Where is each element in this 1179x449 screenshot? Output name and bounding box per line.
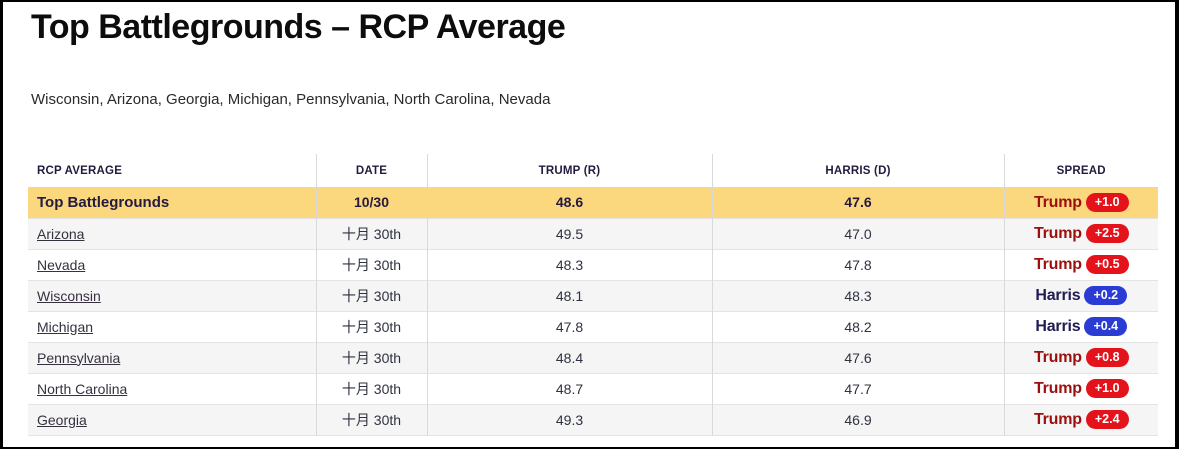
column-header-harris: HARRIS (D) <box>711 154 1004 187</box>
table-row-nevada: Nevada 十月 30th 48.3 47.8 Trump +0.5 <box>28 249 1158 280</box>
date-cell: 十月 30th <box>315 218 427 249</box>
spread-badge: +0.5 <box>1085 255 1129 274</box>
spread-badge: +1.0 <box>1085 192 1129 212</box>
spread-leader: Trump <box>1033 193 1082 211</box>
trump-value: 49.5 <box>426 218 712 249</box>
spread-leader: Trump <box>1033 411 1082 428</box>
state-link[interactable]: North Carolina <box>37 380 128 397</box>
spread-leader: Trump <box>1033 256 1082 273</box>
spread-leader: Trump <box>1033 225 1082 242</box>
spread-badge: +0.2 <box>1084 286 1128 305</box>
harris-value: 46.9 <box>711 404 1004 435</box>
date-cell: 十月 30th <box>315 373 427 404</box>
column-header-trump: TRUMP (R) <box>426 154 712 187</box>
spread-leader: Harris <box>1035 287 1081 304</box>
polling-average-table: RCP AVERAGE DATE TRUMP (R) HARRIS (D) SP… <box>28 154 1158 436</box>
state-link[interactable]: Wisconsin <box>37 287 101 304</box>
spread-leader: Trump <box>1033 349 1082 366</box>
date-cell: 十月 30th <box>315 249 427 280</box>
spread-badge: +1.0 <box>1085 379 1129 398</box>
harris-value: 47.6 <box>711 187 1004 218</box>
trump-value: 47.8 <box>426 311 712 342</box>
date-cell: 10/30 <box>315 187 427 218</box>
table-header-row: RCP AVERAGE DATE TRUMP (R) HARRIS (D) SP… <box>28 154 1158 187</box>
spread-leader: Harris <box>1035 318 1081 335</box>
state-link[interactable]: Michigan <box>37 318 94 335</box>
date-cell: 十月 30th <box>315 404 427 435</box>
state-link[interactable]: Nevada <box>37 256 86 273</box>
spread-cell: Harris +0.4 <box>1003 311 1158 342</box>
column-header-rcp-average: RCP AVERAGE <box>28 154 316 187</box>
table-row-georgia: Georgia 十月 30th 49.3 46.9 Trump +2.4 <box>28 404 1158 435</box>
page-subtitle: Wisconsin, Arizona, Georgia, Michigan, P… <box>31 91 551 108</box>
table-row-michigan: Michigan 十月 30th 47.8 48.2 Harris +0.4 <box>28 311 1158 342</box>
table-row-top-battlegrounds: Top Battlegrounds 10/30 48.6 47.6 Trump +… <box>28 187 1158 218</box>
date-cell: 十月 30th <box>315 311 427 342</box>
trump-value: 48.7 <box>426 373 712 404</box>
spread-badge: +0.8 <box>1085 348 1129 367</box>
state-link[interactable]: Georgia <box>37 411 87 428</box>
page-title: Top Battlegrounds – RCP Average <box>31 8 566 46</box>
row-label: Top Battlegrounds <box>37 193 170 211</box>
table-row-north-carolina: North Carolina 十月 30th 48.7 47.7 Trump +1… <box>28 373 1158 404</box>
spread-leader: Trump <box>1033 380 1082 397</box>
spread-cell: Trump +2.4 <box>1003 404 1158 435</box>
trump-value: 48.3 <box>426 249 712 280</box>
column-header-spread: SPREAD <box>1003 154 1158 187</box>
harris-value: 48.3 <box>711 280 1004 311</box>
spread-badge: +2.4 <box>1085 410 1129 429</box>
harris-value: 47.8 <box>711 249 1004 280</box>
spread-cell: Trump +0.5 <box>1003 249 1158 280</box>
trump-value: 49.3 <box>426 404 712 435</box>
trump-value: 48.1 <box>426 280 712 311</box>
state-link[interactable]: Arizona <box>37 225 85 242</box>
harris-value: 47.7 <box>711 373 1004 404</box>
spread-badge: +0.4 <box>1084 317 1128 336</box>
harris-value: 48.2 <box>711 311 1004 342</box>
trump-value: 48.6 <box>426 187 712 218</box>
column-header-date: DATE <box>315 154 427 187</box>
spread-cell: Trump +0.8 <box>1003 342 1158 373</box>
table-row-pennsylvania: Pennsylvania 十月 30th 48.4 47.6 Trump +0.8 <box>28 342 1158 373</box>
harris-value: 47.6 <box>711 342 1004 373</box>
spread-badge: +2.5 <box>1085 224 1129 243</box>
harris-value: 47.0 <box>711 218 1004 249</box>
spread-cell: Trump +1.0 <box>1003 187 1158 218</box>
spread-cell: Trump +1.0 <box>1003 373 1158 404</box>
table-row-arizona: Arizona 十月 30th 49.5 47.0 Trump +2.5 <box>28 218 1158 249</box>
trump-value: 48.4 <box>426 342 712 373</box>
table-row-wisconsin: Wisconsin 十月 30th 48.1 48.3 Harris +0.2 <box>28 280 1158 311</box>
spread-cell: Trump +2.5 <box>1003 218 1158 249</box>
state-link[interactable]: Pennsylvania <box>37 349 121 366</box>
date-cell: 十月 30th <box>315 280 427 311</box>
date-cell: 十月 30th <box>315 342 427 373</box>
spread-cell: Harris +0.2 <box>1003 280 1158 311</box>
